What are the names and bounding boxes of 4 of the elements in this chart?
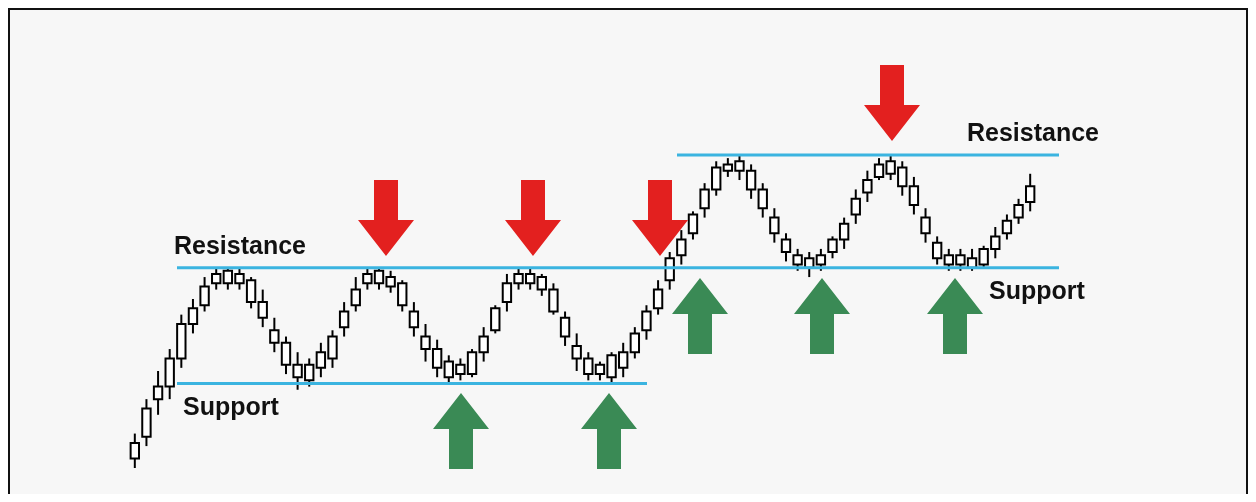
ref-line-label: Resistance bbox=[174, 230, 307, 259]
annotation: Support bbox=[989, 276, 1086, 305]
ref-line-label: Resistance bbox=[967, 118, 1100, 146]
ref-line-label: Support bbox=[183, 391, 280, 420]
